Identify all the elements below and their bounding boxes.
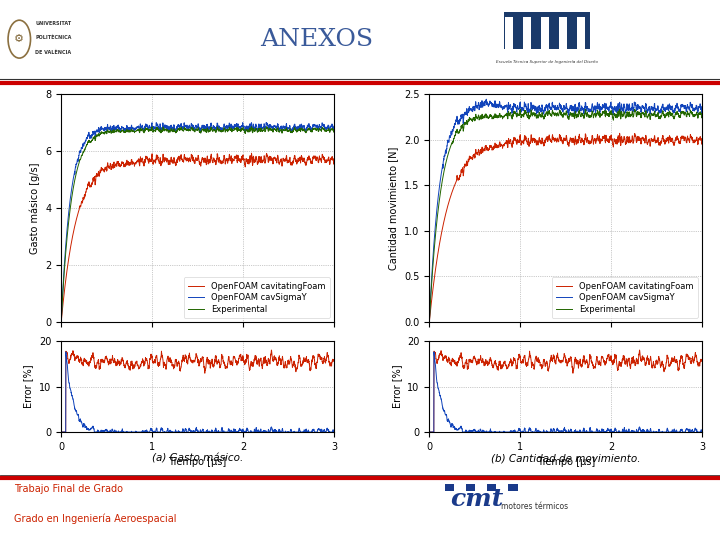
Text: (a) Gasto másico.: (a) Gasto másico.	[152, 454, 243, 464]
OpenFOAM cavitatingFoam	[322, 158, 330, 164]
OpenFOAM cavSigmaY	[322, 125, 330, 131]
X-axis label: Tiempo [μs]: Tiempo [μs]	[168, 457, 227, 467]
Experimental	[439, 172, 448, 179]
Line: OpenFOAM cavSigmaY: OpenFOAM cavSigmaY	[429, 99, 702, 322]
X-axis label: Tiempo [μs]: Tiempo [μs]	[536, 457, 595, 467]
OpenFOAM cavitatingFoam	[550, 137, 559, 144]
OpenFOAM cavitatingFoam	[271, 157, 280, 164]
Experimental	[71, 175, 79, 181]
OpenFOAM cavitatingFoam	[182, 157, 191, 164]
OpenFOAM cavSigmaY	[482, 96, 490, 103]
OpenFOAM cavitatingFoam	[57, 319, 66, 325]
Text: POLITÈCNICA: POLITÈCNICA	[35, 35, 72, 40]
OpenFOAM cavitatingFoam	[690, 138, 698, 144]
Text: motores térmicos: motores térmicos	[501, 502, 569, 511]
Experimental	[690, 112, 698, 119]
Experimental	[189, 127, 198, 134]
Experimental	[550, 112, 559, 118]
OpenFOAM cavSigmaY	[640, 105, 649, 112]
OpenFOAM cavitatingFoam	[322, 158, 330, 164]
Experimental	[322, 127, 330, 134]
OpenFOAM cavSigmaY	[271, 124, 280, 131]
Experimental	[330, 128, 338, 134]
OpenFOAM cavSigmaY	[57, 319, 66, 325]
Bar	[541, 17, 549, 49]
OpenFOAM cavitatingFoam	[616, 130, 624, 137]
OpenFOAM cavitatingFoam	[425, 319, 433, 325]
Experimental	[690, 112, 698, 119]
Legend: OpenFOAM cavitatingFoam, OpenFOAM cavSigmaY, Experimental: OpenFOAM cavitatingFoam, OpenFOAM cavSig…	[552, 278, 698, 318]
OpenFOAM cavSigmaY	[189, 125, 198, 132]
Legend: OpenFOAM cavitatingFoam, OpenFOAM cavSigmaY, Experimental: OpenFOAM cavitatingFoam, OpenFOAM cavSig…	[184, 278, 330, 318]
Text: Escuela Técnica Superior de Ingeniería del Diseño: Escuela Técnica Superior de Ingeniería d…	[496, 60, 598, 64]
OpenFOAM cavitatingFoam	[189, 158, 198, 164]
OpenFOAM cavSigmaY	[698, 107, 706, 113]
Experimental	[247, 124, 256, 130]
OpenFOAM cavitatingFoam	[698, 139, 706, 146]
Y-axis label: Cantidad movimiento [N]: Cantidad movimiento [N]	[389, 146, 399, 270]
Bar	[577, 17, 585, 49]
OpenFOAM cavSigmaY	[330, 125, 338, 132]
OpenFOAM cavSigmaY	[551, 106, 559, 112]
Experimental	[640, 112, 649, 118]
Bar	[523, 17, 531, 49]
Bar	[487, 484, 496, 491]
Text: Grado en Ingeniería Aeroespacial: Grado en Ingeniería Aeroespacial	[14, 513, 177, 523]
OpenFOAM cavSigmaY	[690, 105, 698, 112]
Y-axis label: Gasto másico [g/s]: Gasto másico [g/s]	[30, 163, 40, 254]
OpenFOAM cavitatingFoam	[247, 150, 256, 157]
Experimental	[182, 127, 191, 133]
Experimental	[322, 127, 330, 134]
Y-axis label: Error [%]: Error [%]	[392, 364, 402, 408]
OpenFOAM cavSigmaY	[439, 158, 448, 165]
Text: Trabajo Final de Grado: Trabajo Final de Grado	[14, 484, 123, 495]
OpenFOAM cavitatingFoam	[439, 221, 448, 228]
Text: cmt: cmt	[450, 487, 503, 511]
Text: ANEXOS: ANEXOS	[260, 28, 374, 51]
OpenFOAM cavSigmaY	[182, 124, 191, 131]
Bar	[466, 484, 475, 491]
Bar	[508, 484, 518, 491]
OpenFOAM cavitatingFoam	[640, 137, 649, 144]
Text: UNIVERSITAT: UNIVERSITAT	[35, 21, 71, 25]
Experimental	[57, 319, 66, 325]
OpenFOAM cavitatingFoam	[557, 138, 566, 144]
FancyBboxPatch shape	[504, 11, 590, 49]
Text: DE VALÈNCIA: DE VALÈNCIA	[35, 50, 71, 55]
Bar	[559, 17, 567, 49]
Text: (b) Cantidad de movimiento.: (b) Cantidad de movimiento.	[491, 454, 640, 464]
Experimental	[557, 112, 566, 118]
Line: OpenFOAM cavitatingFoam: OpenFOAM cavitatingFoam	[61, 153, 334, 322]
Y-axis label: Error [%]: Error [%]	[24, 364, 34, 408]
Line: Experimental: Experimental	[429, 109, 702, 322]
Bar	[505, 17, 513, 49]
OpenFOAM cavSigmaY	[322, 124, 330, 131]
OpenFOAM cavSigmaY	[71, 166, 79, 172]
Experimental	[616, 106, 624, 112]
Experimental	[271, 127, 280, 133]
Line: OpenFOAM cavitatingFoam: OpenFOAM cavitatingFoam	[429, 133, 702, 322]
OpenFOAM cavitatingFoam	[330, 159, 338, 166]
Experimental	[425, 319, 433, 325]
Line: OpenFOAM cavSigmaY: OpenFOAM cavSigmaY	[61, 123, 334, 322]
OpenFOAM cavSigmaY	[425, 319, 433, 325]
OpenFOAM cavitatingFoam	[690, 138, 698, 144]
OpenFOAM cavSigmaY	[262, 119, 271, 126]
Experimental	[698, 113, 706, 120]
OpenFOAM cavSigmaY	[558, 106, 567, 112]
OpenFOAM cavitatingFoam	[71, 221, 79, 228]
Line: Experimental: Experimental	[61, 127, 334, 322]
OpenFOAM cavSigmaY	[690, 106, 698, 112]
Bar	[445, 484, 454, 491]
Text: ⚙: ⚙	[14, 34, 24, 44]
